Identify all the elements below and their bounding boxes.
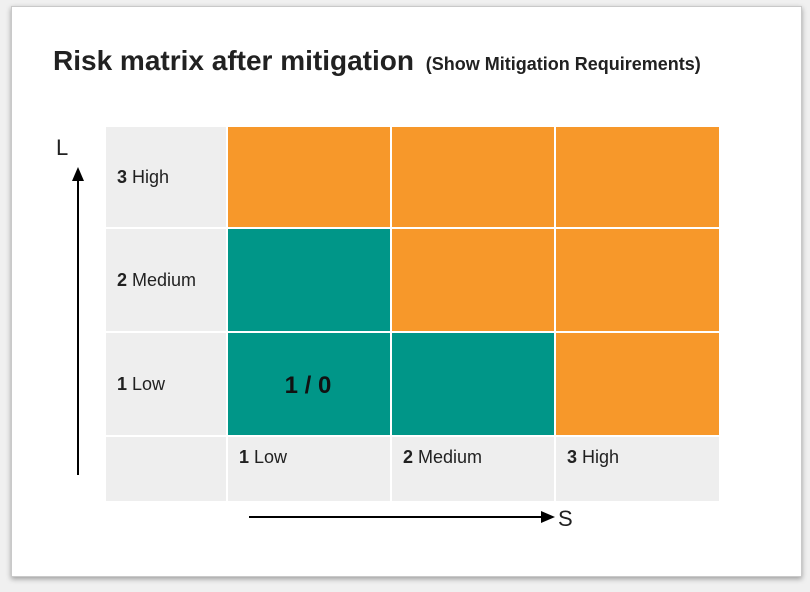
row-label-low: 1 Low [106,333,226,435]
row-label-medium: 2 Medium [106,229,226,331]
risk-cell-3-3 [556,127,719,227]
column-label-medium-number: 2 [403,447,414,467]
severity-axis-arrow [249,511,555,523]
likelihood-axis-label: L [56,135,69,160]
likelihood-axis-arrow [72,167,84,475]
risk-matrix-grid: 3 High 2 Medium 1 Low 1 / 0 1 Low 2 Medium 3 High [106,127,719,501]
risk-cell-1-3 [556,333,719,435]
risk-cell-2-1 [228,229,390,331]
risk-cell-1-2 [392,333,554,435]
risk-cell-3-2 [392,127,554,227]
chart-subtitle: (Show Mitigation Requirements) [425,54,701,74]
column-label-low-text: Low [254,447,288,467]
row-label-high: 3 High [106,127,226,227]
risk-cell-count: 1 / 0 [284,372,332,399]
column-label-low-number: 1 [239,447,250,467]
row-label-low-text: Low [132,373,166,394]
column-label-low: 1 Low [228,437,390,501]
column-label-medium-text: Medium [418,447,483,467]
risk-cell-3-1 [228,127,390,227]
column-label-high: 3 High [556,437,719,501]
risk-cell-1-1: 1 / 0 [228,333,390,435]
risk-matrix-card: Risk matrix after mitigation (Show Mitig… [11,6,802,577]
row-label-high-text: High [132,166,170,187]
risk-cell-2-2 [392,229,554,331]
corner-cell [106,437,226,501]
row-label-medium-number: 2 [117,269,128,290]
row-label-medium-text: Medium [132,269,197,290]
chart-title: Risk matrix after mitigation (Show Mitig… [53,45,701,77]
severity-axis-label: S [558,506,573,531]
column-label-high-number: 3 [567,447,578,467]
row-label-low-number: 1 [117,373,128,394]
column-label-high-text: High [582,447,620,467]
column-label-medium: 2 Medium [392,437,554,501]
title-text: Risk matrix after mitigation [53,45,414,76]
risk-cell-2-3 [556,229,719,331]
row-label-high-number: 3 [117,166,128,187]
